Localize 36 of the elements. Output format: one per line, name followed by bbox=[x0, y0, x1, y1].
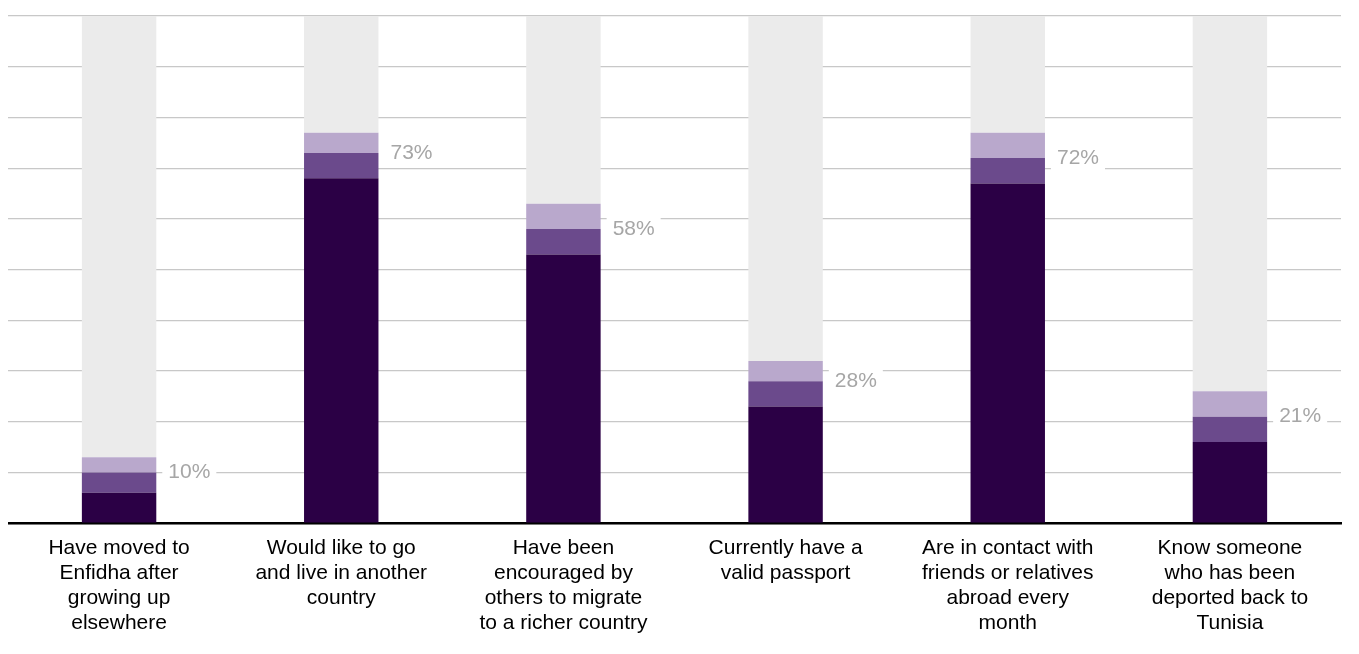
x-tick-label: Currently have a valid passport bbox=[708, 534, 863, 583]
annotation: 72% bbox=[1056, 144, 1099, 168]
bar bbox=[526, 254, 601, 523]
bar bbox=[304, 16, 379, 133]
bar bbox=[304, 152, 379, 179]
annotation: 21% bbox=[1279, 403, 1322, 427]
bar bbox=[748, 406, 823, 523]
bar bbox=[1192, 16, 1268, 392]
x-tick-label: Would like to go and live in another country bbox=[255, 534, 428, 608]
annotation: 58% bbox=[612, 215, 655, 239]
bar bbox=[526, 229, 601, 255]
x-tick-label: Know someone who has been deported back to Tunisia bbox=[1151, 534, 1309, 634]
bar bbox=[304, 178, 379, 523]
bar bbox=[526, 203, 601, 230]
bar bbox=[748, 360, 823, 382]
bar bbox=[970, 132, 1045, 159]
bar bbox=[81, 457, 157, 473]
bar bbox=[304, 132, 379, 153]
annotation: 10% bbox=[168, 459, 211, 483]
bar bbox=[1192, 416, 1268, 443]
bar bbox=[748, 16, 823, 361]
bar bbox=[526, 16, 601, 204]
bar bbox=[970, 158, 1045, 184]
bar bbox=[748, 381, 823, 407]
bar bbox=[81, 16, 157, 458]
bar bbox=[970, 183, 1045, 523]
x-tick-label: Are in contact with friends or relatives abroad every month bbox=[921, 534, 1094, 634]
bar bbox=[81, 492, 157, 523]
x-tick-label: Have moved to Enfidha after growing up elsewhere bbox=[48, 534, 190, 634]
bar bbox=[970, 16, 1045, 133]
x-tick-label: Have been encouraged by others to migrate to a richer country bbox=[479, 534, 648, 634]
annotation: 28% bbox=[834, 367, 877, 391]
bar bbox=[1192, 391, 1268, 417]
bar bbox=[1192, 442, 1268, 523]
bar bbox=[81, 472, 157, 493]
annotation: 73% bbox=[390, 139, 433, 163]
